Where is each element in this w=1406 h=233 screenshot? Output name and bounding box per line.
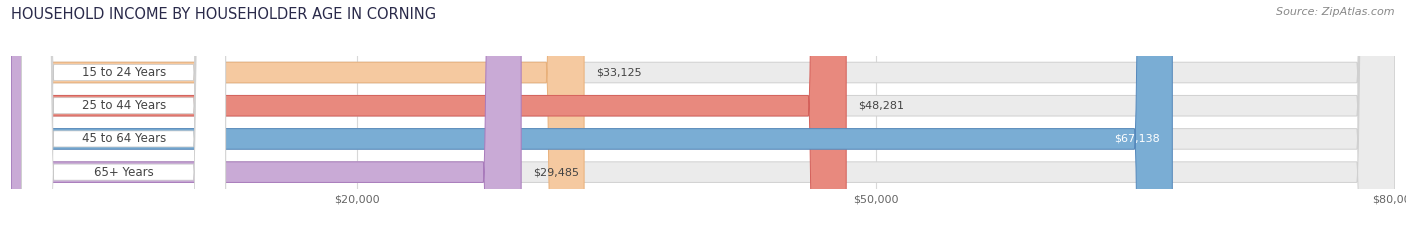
- FancyBboxPatch shape: [11, 0, 1395, 233]
- FancyBboxPatch shape: [11, 0, 1395, 233]
- FancyBboxPatch shape: [21, 0, 226, 233]
- FancyBboxPatch shape: [21, 0, 226, 233]
- Text: $48,281: $48,281: [858, 101, 904, 111]
- Text: 45 to 64 Years: 45 to 64 Years: [82, 132, 166, 145]
- Text: 15 to 24 Years: 15 to 24 Years: [82, 66, 166, 79]
- Text: $33,125: $33,125: [596, 68, 641, 78]
- FancyBboxPatch shape: [21, 0, 226, 233]
- FancyBboxPatch shape: [11, 0, 1395, 233]
- FancyBboxPatch shape: [11, 0, 1173, 233]
- FancyBboxPatch shape: [11, 0, 1395, 233]
- Text: $67,138: $67,138: [1115, 134, 1160, 144]
- Text: HOUSEHOLD INCOME BY HOUSEHOLDER AGE IN CORNING: HOUSEHOLD INCOME BY HOUSEHOLDER AGE IN C…: [11, 7, 436, 22]
- Text: 65+ Years: 65+ Years: [94, 166, 153, 179]
- FancyBboxPatch shape: [11, 0, 583, 233]
- Text: Source: ZipAtlas.com: Source: ZipAtlas.com: [1277, 7, 1395, 17]
- FancyBboxPatch shape: [11, 0, 846, 233]
- FancyBboxPatch shape: [11, 0, 522, 233]
- Text: 25 to 44 Years: 25 to 44 Years: [82, 99, 166, 112]
- FancyBboxPatch shape: [21, 0, 226, 233]
- Text: $29,485: $29,485: [533, 167, 579, 177]
